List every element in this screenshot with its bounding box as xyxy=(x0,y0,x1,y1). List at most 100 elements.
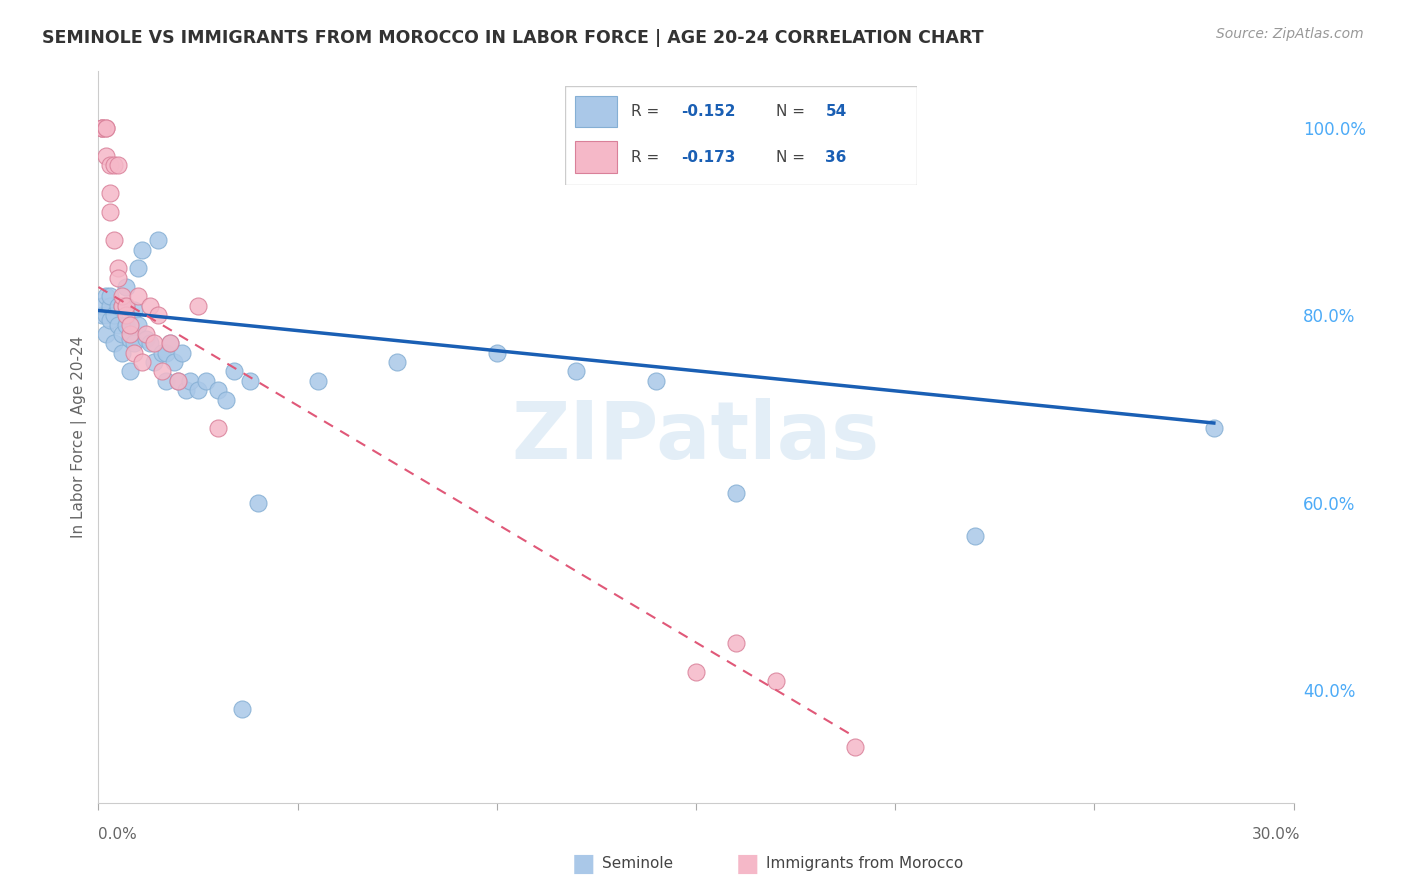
Point xyxy=(120,332,142,346)
Text: ■: ■ xyxy=(737,852,759,875)
Point xyxy=(1202,420,1225,434)
Point xyxy=(111,345,134,359)
Point xyxy=(96,326,118,341)
Point xyxy=(724,486,747,500)
Y-axis label: In Labor Force | Age 20-24: In Labor Force | Age 20-24 xyxy=(72,336,87,538)
Point xyxy=(167,374,190,388)
Point xyxy=(103,308,125,322)
Point xyxy=(207,383,229,397)
Point xyxy=(239,374,262,388)
Point xyxy=(100,289,122,303)
Point xyxy=(143,336,166,351)
Point xyxy=(96,120,118,135)
Point xyxy=(139,299,162,313)
Point xyxy=(127,261,149,276)
Point xyxy=(148,308,170,322)
Point xyxy=(115,280,138,294)
Point xyxy=(115,299,138,313)
Point xyxy=(100,158,122,172)
Point xyxy=(107,158,129,172)
Point xyxy=(135,326,157,341)
Point xyxy=(91,120,114,135)
Text: Immigrants from Morocco: Immigrants from Morocco xyxy=(766,856,963,871)
Point xyxy=(103,158,125,172)
Point xyxy=(96,149,118,163)
Point xyxy=(150,345,173,359)
Point xyxy=(195,374,218,388)
Point xyxy=(155,374,177,388)
Point xyxy=(111,326,134,341)
Point xyxy=(115,308,138,322)
Point xyxy=(307,374,329,388)
Point xyxy=(139,336,162,351)
Point xyxy=(96,289,118,303)
Point xyxy=(124,336,146,351)
Point xyxy=(485,345,508,359)
Text: ZIPatlas: ZIPatlas xyxy=(512,398,880,476)
Point xyxy=(107,318,129,332)
Point xyxy=(120,326,142,341)
Point xyxy=(246,496,269,510)
Point xyxy=(685,665,707,679)
Point xyxy=(172,345,194,359)
Point xyxy=(963,528,986,542)
Point xyxy=(115,299,138,313)
Point xyxy=(111,289,134,303)
Text: ■: ■ xyxy=(572,852,595,875)
Point xyxy=(107,299,129,313)
Text: SEMINOLE VS IMMIGRANTS FROM MOROCCO IN LABOR FORCE | AGE 20-24 CORRELATION CHART: SEMINOLE VS IMMIGRANTS FROM MOROCCO IN L… xyxy=(42,29,984,47)
Point xyxy=(91,308,114,322)
Point xyxy=(187,299,209,313)
Point xyxy=(187,383,209,397)
Point xyxy=(91,120,114,135)
Text: Seminole: Seminole xyxy=(602,856,673,871)
Point xyxy=(163,355,186,369)
Point xyxy=(100,205,122,219)
Point xyxy=(127,289,149,303)
Point xyxy=(91,299,114,313)
Text: 30.0%: 30.0% xyxy=(1253,827,1301,841)
Point xyxy=(148,233,170,247)
Point xyxy=(215,392,238,407)
Point xyxy=(100,313,122,327)
Point xyxy=(111,299,134,313)
Point xyxy=(131,355,153,369)
Point xyxy=(222,364,245,378)
Point xyxy=(100,299,122,313)
Point xyxy=(111,299,134,313)
Point xyxy=(120,364,142,378)
Point xyxy=(645,374,668,388)
Point xyxy=(120,318,142,332)
Point xyxy=(135,332,157,346)
Point xyxy=(103,233,125,247)
Point xyxy=(96,308,118,322)
Point xyxy=(174,383,197,397)
Point xyxy=(207,420,229,434)
Point xyxy=(179,374,201,388)
Point xyxy=(159,336,181,351)
Point xyxy=(565,364,588,378)
Point xyxy=(131,243,153,257)
Point xyxy=(155,345,177,359)
Point xyxy=(724,636,747,650)
Point xyxy=(231,702,253,716)
Point xyxy=(167,374,190,388)
Point xyxy=(103,336,125,351)
Point xyxy=(159,336,181,351)
Point xyxy=(124,345,146,359)
Point xyxy=(107,270,129,285)
Point xyxy=(143,355,166,369)
Point xyxy=(107,261,129,276)
Point xyxy=(115,318,138,332)
Point xyxy=(96,120,118,135)
Point xyxy=(150,364,173,378)
Point xyxy=(124,303,146,318)
Text: 0.0%: 0.0% xyxy=(98,827,138,841)
Point xyxy=(385,355,409,369)
Point xyxy=(127,318,149,332)
Point xyxy=(844,739,866,754)
Point xyxy=(91,120,114,135)
Point xyxy=(100,186,122,201)
Text: Source: ZipAtlas.com: Source: ZipAtlas.com xyxy=(1216,27,1364,41)
Point xyxy=(765,673,787,688)
